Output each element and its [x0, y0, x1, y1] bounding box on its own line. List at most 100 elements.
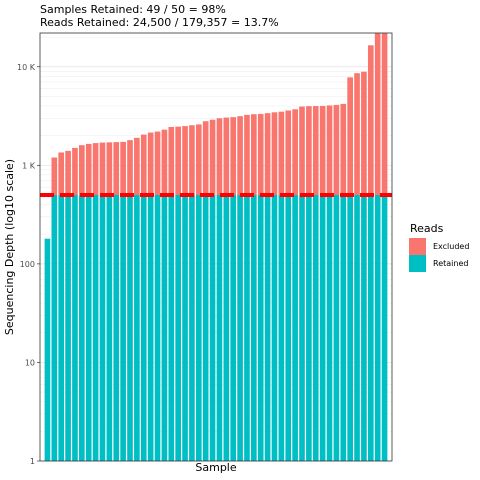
legend: Reads Excluded Retained — [409, 222, 469, 272]
bar-retained — [58, 194, 65, 461]
plot-panel — [40, 33, 392, 461]
bar-excluded — [72, 147, 78, 195]
bar-excluded — [120, 141, 126, 195]
bar-excluded — [244, 114, 250, 195]
bar-excluded — [333, 104, 340, 195]
bar-excluded — [79, 145, 85, 195]
bar-excluded — [319, 105, 326, 195]
bar-excluded — [113, 142, 120, 195]
bar-retained — [168, 194, 175, 461]
bar-excluded — [140, 134, 147, 195]
legend-label-retained: Retained — [433, 259, 468, 268]
bar-excluded — [271, 112, 278, 195]
bar-retained — [285, 194, 292, 461]
bar-excluded — [134, 137, 140, 195]
bar-retained — [292, 194, 298, 461]
bar-excluded — [106, 142, 113, 195]
legend-label-excluded: Excluded — [433, 242, 469, 251]
bar-retained — [195, 194, 202, 461]
legend-title: Reads — [410, 222, 444, 235]
bar-excluded — [326, 105, 333, 195]
bar-excluded — [381, 33, 388, 195]
plot-border — [39, 32, 393, 462]
bar-retained — [85, 194, 92, 461]
minor-gridlines — [40, 36, 392, 432]
bar-retained — [361, 194, 367, 461]
bar-retained — [354, 194, 360, 461]
samples-retained-text: Samples Retained: 49 / 50 = 98% — [40, 3, 226, 16]
bar-retained — [72, 194, 78, 461]
y-tick-label: 100 — [20, 260, 35, 269]
bar-excluded — [299, 106, 305, 195]
bar-excluded — [147, 132, 154, 195]
bar-retained — [99, 194, 106, 461]
bar-excluded — [154, 131, 161, 195]
bar-excluded — [202, 121, 209, 195]
bar-retained — [306, 194, 312, 461]
bar-excluded — [168, 126, 175, 195]
bar-retained — [230, 194, 237, 461]
bar-excluded — [209, 119, 216, 195]
bar-retained — [147, 194, 154, 461]
bar-retained — [92, 194, 99, 461]
bar-retained — [106, 194, 113, 461]
bar-retained — [189, 194, 195, 461]
bar-retained — [134, 194, 140, 461]
bar-excluded — [182, 126, 188, 195]
bar-retained — [257, 194, 264, 461]
bar-excluded — [347, 77, 353, 195]
bar-retained — [264, 194, 271, 461]
bar-retained — [79, 194, 85, 461]
bar-retained — [319, 194, 326, 461]
bar-retained — [347, 194, 353, 461]
bar-excluded — [354, 73, 360, 195]
bar-retained — [333, 194, 340, 461]
bar-retained — [209, 194, 216, 461]
bar-excluded — [251, 114, 257, 195]
bar-excluded — [312, 106, 319, 195]
bar-excluded — [361, 71, 367, 195]
reads-retained-text: Reads Retained: 24,500 / 179,357 = 13.7% — [40, 16, 279, 29]
bar-excluded — [278, 111, 285, 195]
bar-excluded — [65, 150, 71, 195]
bar-retained — [340, 194, 347, 461]
bar-retained — [374, 194, 381, 461]
bar-excluded — [264, 113, 271, 195]
bar-retained — [278, 194, 285, 461]
y-tick-label: 10 K — [17, 63, 36, 72]
bar-retained — [120, 194, 126, 461]
y-axis-title: Sequencing Depth (log10 scale) — [3, 159, 16, 335]
bar-excluded — [223, 117, 230, 195]
bar-excluded — [237, 116, 243, 195]
y-axis-ticks: 1 10 100 1 K 10 K — [17, 63, 40, 466]
legend-swatch-excluded — [409, 238, 426, 255]
bar-retained — [237, 194, 243, 461]
bar-retained — [161, 194, 168, 461]
bar-excluded — [340, 103, 347, 195]
bar-excluded — [189, 125, 195, 195]
bar-retained — [140, 194, 147, 461]
bar-excluded — [85, 143, 92, 195]
bar-excluded — [51, 157, 58, 195]
bar-retained — [216, 194, 223, 461]
bar-excluded — [292, 109, 298, 195]
bar-excluded — [216, 118, 223, 195]
y-tick-label: 10 — [25, 358, 35, 367]
bar-retained — [202, 194, 209, 461]
x-axis-title: Sample — [195, 461, 236, 474]
bar-retained — [65, 194, 71, 461]
bar-excluded — [92, 143, 99, 195]
bar-retained — [299, 194, 305, 461]
bar-retained — [44, 238, 51, 461]
bar-retained — [127, 194, 133, 461]
bar-excluded — [374, 33, 381, 195]
bars-group — [44, 33, 388, 461]
bar-excluded — [58, 152, 65, 195]
bar-retained — [381, 194, 388, 461]
y-tick-label: 1 — [30, 457, 35, 466]
bar-excluded — [367, 45, 374, 195]
bar-excluded — [161, 129, 168, 195]
bar-retained — [113, 194, 120, 461]
legend-swatch-retained — [409, 255, 426, 272]
bar-retained — [312, 194, 319, 461]
